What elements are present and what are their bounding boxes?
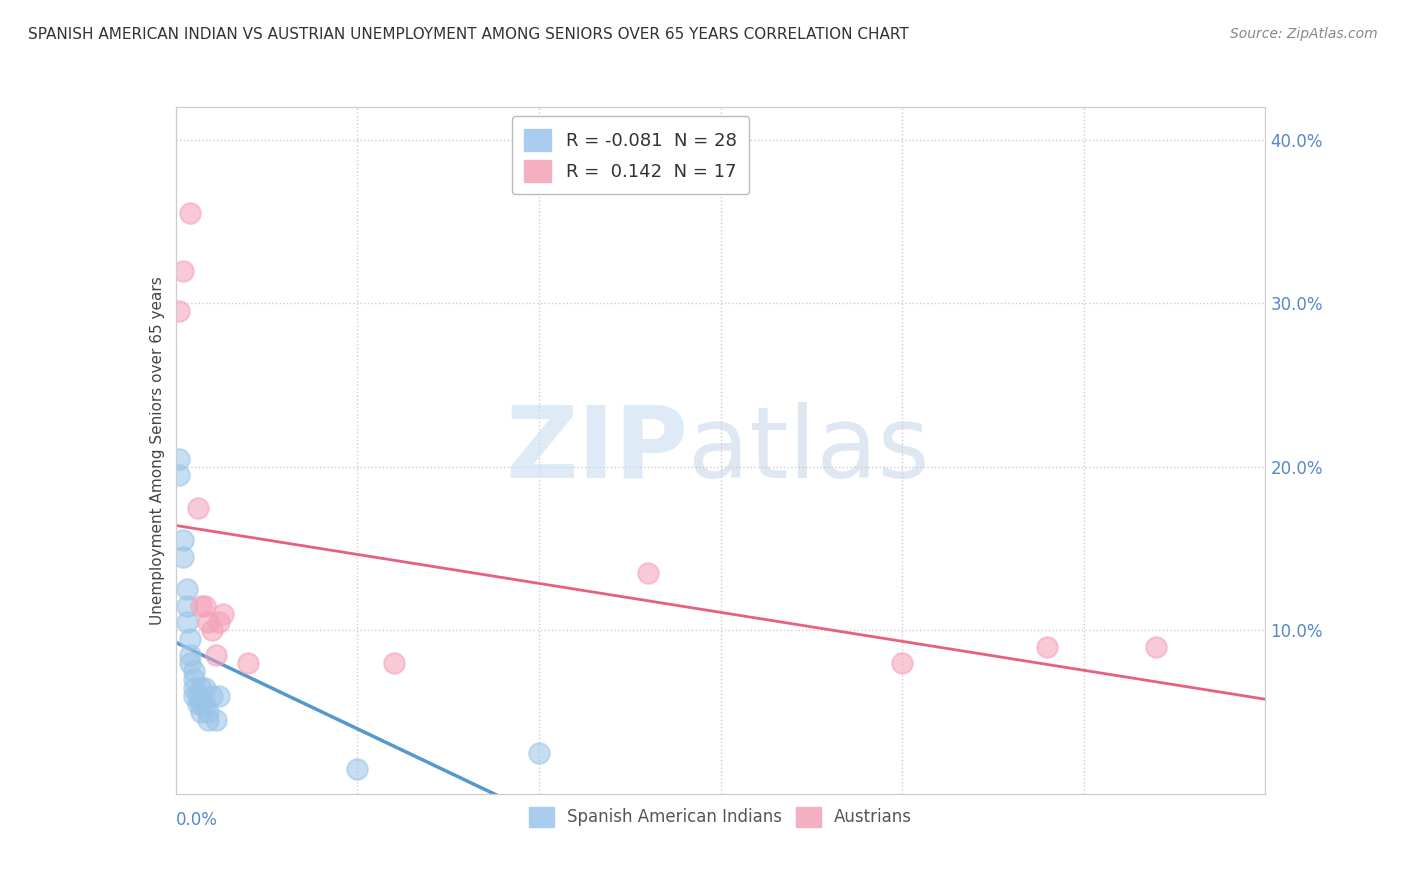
Point xyxy=(208,689,231,703)
Point xyxy=(190,599,212,613)
Y-axis label: Unemployment Among Seniors over 65 years: Unemployment Among Seniors over 65 years xyxy=(149,277,165,624)
Point xyxy=(172,263,194,277)
Legend: Spanish American Indians, Austrians: Spanish American Indians, Austrians xyxy=(523,800,918,834)
Point xyxy=(190,705,212,719)
Point xyxy=(1036,640,1059,654)
Point xyxy=(346,762,368,776)
Point xyxy=(186,500,209,515)
Point xyxy=(891,656,914,670)
Point xyxy=(176,582,198,597)
Point xyxy=(169,451,191,466)
Point xyxy=(186,697,209,711)
Text: 0.0%: 0.0% xyxy=(176,811,218,829)
Point xyxy=(183,681,205,695)
Point xyxy=(183,664,205,679)
Point xyxy=(194,681,217,695)
Point xyxy=(190,697,212,711)
Point xyxy=(179,206,201,220)
Text: ZIP: ZIP xyxy=(505,402,688,499)
Point xyxy=(190,681,212,695)
Point xyxy=(172,549,194,564)
Point xyxy=(382,656,405,670)
Point xyxy=(179,632,201,646)
Point xyxy=(212,607,235,621)
Point xyxy=(201,624,224,638)
Point xyxy=(179,648,201,662)
Point xyxy=(1146,640,1168,654)
Point xyxy=(183,673,205,687)
Point xyxy=(637,566,659,580)
Point xyxy=(197,714,219,728)
Point xyxy=(238,656,260,670)
Point xyxy=(169,304,191,318)
Point xyxy=(194,697,217,711)
Text: atlas: atlas xyxy=(688,402,929,499)
Point xyxy=(183,689,205,703)
Point xyxy=(204,648,226,662)
Point xyxy=(194,599,217,613)
Point xyxy=(208,615,231,630)
Point xyxy=(197,705,219,719)
Text: Source: ZipAtlas.com: Source: ZipAtlas.com xyxy=(1230,27,1378,41)
Point xyxy=(527,746,550,760)
Point xyxy=(176,599,198,613)
Point xyxy=(197,615,219,630)
Point xyxy=(172,533,194,548)
Point xyxy=(201,689,224,703)
Point xyxy=(186,689,209,703)
Point xyxy=(204,714,226,728)
Point xyxy=(176,615,198,630)
Point xyxy=(179,656,201,670)
Point xyxy=(169,467,191,482)
Text: SPANISH AMERICAN INDIAN VS AUSTRIAN UNEMPLOYMENT AMONG SENIORS OVER 65 YEARS COR: SPANISH AMERICAN INDIAN VS AUSTRIAN UNEM… xyxy=(28,27,908,42)
